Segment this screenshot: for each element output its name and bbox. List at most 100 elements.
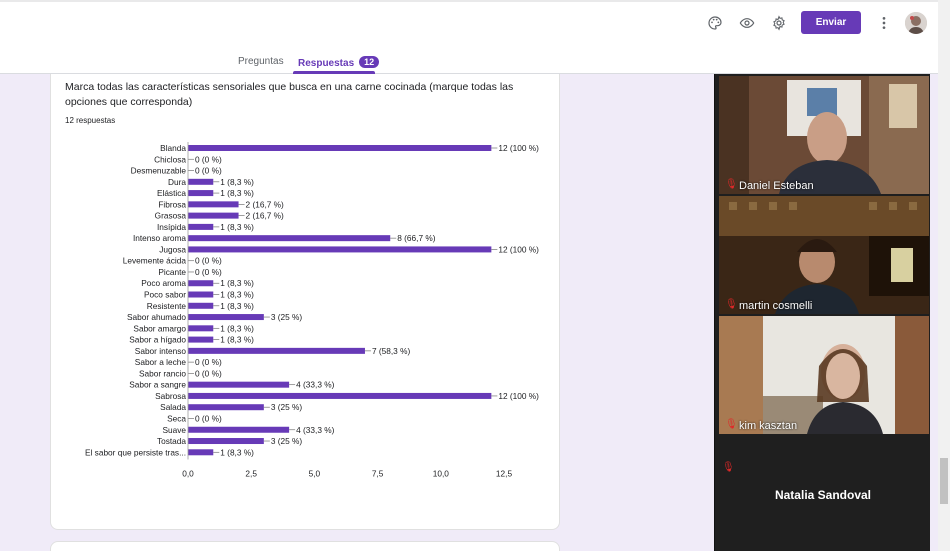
video-feed-kim [719, 316, 929, 434]
account-avatar[interactable] [905, 12, 927, 34]
question-title: Marca todas las características sensoria… [65, 81, 514, 108]
forms-header: Enviar Preguntas Respuestas 12 [0, 0, 938, 74]
page-scrollbar[interactable] [938, 0, 950, 551]
tab-questions[interactable]: Preguntas [238, 56, 284, 67]
eye-icon[interactable] [735, 11, 759, 35]
value-label: 3 (25 %) [271, 402, 303, 412]
video-tile-daniel[interactable]: 🎙 Daniel Esteban [719, 76, 929, 194]
category-label: Desmenuzable [131, 166, 187, 176]
more-vert-icon[interactable] [872, 11, 896, 35]
value-label: 0 (0 %) [195, 357, 222, 367]
value-label: 1 (8,3 %) [220, 177, 254, 187]
video-feed-martin [719, 196, 929, 314]
category-label: Chiclosa [154, 154, 186, 164]
category-label: Elástica [157, 188, 186, 198]
responses-count-badge: 12 [359, 56, 380, 68]
value-label: 1 (8,3 %) [220, 301, 254, 311]
video-feed-daniel [719, 76, 929, 194]
mic-off-icon: 🎙 [725, 179, 738, 190]
category-label: Poco aroma [141, 278, 186, 288]
x-tick-label: 12,5 [496, 469, 513, 479]
video-tile-kim[interactable]: 🎙 kim kasztan [719, 316, 929, 434]
category-label: Intenso aroma [133, 233, 186, 243]
bar [188, 212, 239, 219]
category-label: Dura [168, 177, 186, 187]
value-label: 0 (0 %) [195, 267, 222, 277]
bar [188, 223, 214, 230]
category-label: Sabor amargo [133, 323, 186, 333]
category-label: Levemente ácida [123, 256, 187, 266]
value-label: 12 (100 %) [498, 143, 539, 153]
category-label: Resistente [147, 301, 187, 311]
value-label: 4 (33,3 %) [296, 380, 335, 390]
category-label: Seca [167, 413, 186, 423]
bar [188, 145, 492, 151]
category-label: Sabor rancio [139, 368, 186, 378]
bar [188, 178, 214, 185]
category-label: Tostada [157, 436, 186, 446]
palette-icon[interactable] [703, 11, 727, 35]
category-label: Salada [160, 402, 186, 412]
bar [188, 246, 492, 253]
category-label: Fibrosa [158, 199, 186, 209]
value-label: 0 (0 %) [195, 413, 222, 423]
send-button[interactable]: Enviar [801, 11, 861, 34]
bar [188, 291, 214, 298]
value-label: 3 (25 %) [271, 312, 303, 322]
x-tick-label: 5,0 [309, 469, 321, 479]
category-label: Jugosa [159, 244, 186, 254]
value-label: 2 (16,7 %) [246, 211, 285, 221]
category-label: Suave [162, 425, 186, 435]
x-tick-label: 2,5 [245, 469, 257, 479]
value-label: 1 (8,3 %) [220, 447, 254, 457]
tab-responses-label: Respuestas [298, 58, 355, 69]
tab-responses[interactable]: Respuestas 12 [298, 56, 380, 69]
bar [188, 235, 391, 242]
video-call-panel: 🎙 Daniel Esteban 🎙 martin cosmelli 🎙 [714, 74, 930, 551]
value-label: 1 (8,3 %) [220, 323, 254, 333]
bar [188, 302, 214, 309]
mic-off-icon: 🎙 [725, 419, 738, 430]
category-label: Insípida [157, 222, 186, 232]
value-label: 0 (0 %) [195, 368, 222, 378]
bar [188, 325, 214, 332]
category-label: Sabor a hígado [129, 335, 186, 345]
bar [188, 426, 290, 433]
value-label: 0 (0 %) [195, 256, 222, 266]
value-label: 1 (8,3 %) [220, 335, 254, 345]
participant-name: kim kasztan [739, 420, 798, 432]
gear-icon[interactable] [767, 11, 791, 35]
active-tab-indicator [293, 71, 375, 74]
category-label: Sabor ahumado [127, 312, 186, 322]
bar [188, 381, 290, 388]
video-tile-martin[interactable]: 🎙 martin cosmelli [719, 196, 929, 314]
value-label: 1 (8,3 %) [220, 222, 254, 232]
category-label: Sabrosa [155, 391, 186, 401]
value-label: 1 (8,3 %) [220, 188, 254, 198]
value-label: 0 (0 %) [195, 154, 222, 164]
participant-name: martin cosmelli [739, 300, 813, 312]
value-label: 3 (25 %) [271, 436, 303, 446]
value-label: 12 (100 %) [498, 391, 539, 401]
bar [188, 280, 214, 287]
next-question-card [50, 541, 560, 551]
bar [188, 392, 492, 399]
value-label: 8 (66,7 %) [397, 233, 436, 243]
value-label: 4 (33,3 %) [296, 425, 335, 435]
category-label: Blanda [160, 143, 186, 153]
presenter-name: Natalia Sandoval [774, 488, 872, 502]
mic-off-icon: 🎙 [725, 299, 738, 310]
category-label: Picante [158, 267, 186, 277]
x-tick-label: 0,0 [182, 469, 194, 479]
participant-name: Daniel Esteban [739, 180, 814, 192]
value-label: 0 (0 %) [195, 166, 222, 176]
question-summary-card: Marca todas las características sensoria… [50, 74, 560, 530]
bar [188, 438, 264, 445]
value-label: 2 (16,7 %) [246, 199, 285, 209]
category-label: Sabor intenso [135, 346, 187, 356]
x-tick-label: 10,0 [433, 469, 450, 479]
bar [188, 201, 239, 208]
bar [188, 190, 214, 197]
value-label: 12 (100 %) [498, 244, 539, 254]
scrollbar-thumb[interactable] [940, 458, 948, 504]
